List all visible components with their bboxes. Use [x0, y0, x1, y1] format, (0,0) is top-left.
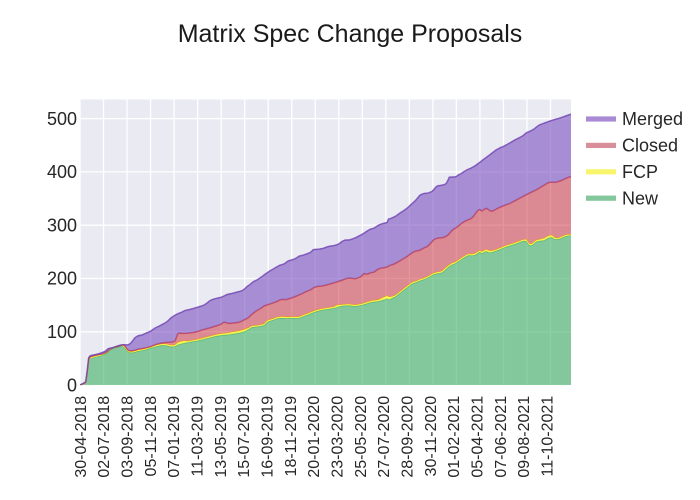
svg-text:07-01-2019: 07-01-2019 [166, 396, 183, 478]
svg-text:28-09-2020: 28-09-2020 [399, 396, 416, 478]
svg-text:01-02-2021: 01-02-2021 [446, 396, 463, 478]
svg-text:New: New [622, 188, 659, 208]
svg-text:16-09-2019: 16-09-2019 [259, 396, 276, 478]
svg-text:20-01-2020: 20-01-2020 [306, 396, 323, 478]
svg-text:Closed: Closed [622, 136, 678, 156]
svg-text:11-10-2021: 11-10-2021 [540, 396, 557, 477]
svg-text:400: 400 [47, 162, 77, 182]
svg-text:500: 500 [47, 109, 77, 129]
svg-text:100: 100 [47, 322, 77, 342]
svg-text:0: 0 [67, 375, 77, 395]
svg-text:05-11-2018: 05-11-2018 [143, 396, 160, 477]
svg-text:13-05-2019: 13-05-2019 [213, 396, 230, 478]
svg-text:300: 300 [47, 215, 77, 235]
svg-text:27-07-2020: 27-07-2020 [376, 396, 393, 478]
svg-text:200: 200 [47, 269, 77, 289]
svg-text:03-09-2018: 03-09-2018 [119, 396, 136, 478]
svg-text:23-03-2020: 23-03-2020 [329, 396, 346, 478]
svg-text:FCP: FCP [622, 162, 658, 182]
svg-text:Merged: Merged [622, 109, 683, 129]
svg-text:02-07-2018: 02-07-2018 [96, 396, 113, 478]
svg-text:30-04-2018: 30-04-2018 [73, 396, 90, 478]
svg-text:15-07-2019: 15-07-2019 [236, 396, 253, 478]
svg-text:07-06-2021: 07-06-2021 [493, 396, 510, 478]
svg-text:05-04-2021: 05-04-2021 [469, 396, 486, 478]
svg-text:09-08-2021: 09-08-2021 [516, 396, 533, 478]
svg-text:11-03-2019: 11-03-2019 [189, 396, 206, 477]
svg-text:18-11-2019: 18-11-2019 [283, 396, 300, 477]
svg-text:30-11-2020: 30-11-2020 [423, 396, 440, 477]
svg-text:25-05-2020: 25-05-2020 [353, 396, 370, 478]
